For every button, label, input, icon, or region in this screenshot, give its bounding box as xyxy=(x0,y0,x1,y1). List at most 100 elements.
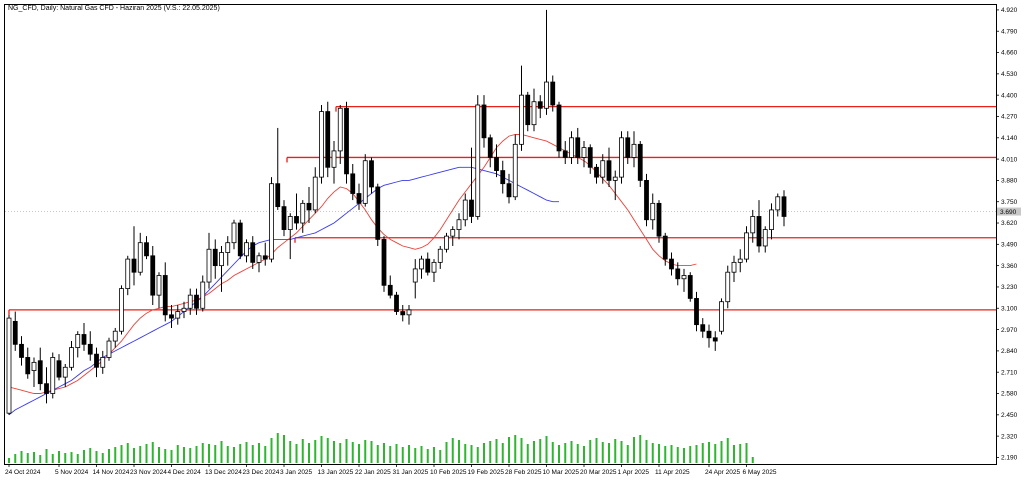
candle xyxy=(37,347,43,391)
volume-bar xyxy=(664,446,667,463)
volume-bar xyxy=(283,435,285,463)
candle xyxy=(437,245,443,269)
volume-bar xyxy=(358,444,360,463)
volume-bar xyxy=(639,435,642,463)
candle-body xyxy=(431,261,437,273)
candle-body xyxy=(587,147,593,168)
candle-body xyxy=(606,160,612,181)
candle-body xyxy=(50,357,56,394)
volume-bar xyxy=(370,441,373,463)
volume-bar xyxy=(214,445,217,463)
volume-bar xyxy=(120,445,123,463)
volume-bar xyxy=(714,444,717,463)
candle-body xyxy=(719,301,724,332)
candle xyxy=(369,157,374,194)
volume-bar xyxy=(51,454,54,463)
candle xyxy=(287,213,293,260)
candle-body xyxy=(744,232,749,260)
candle-body xyxy=(769,209,774,230)
y-tick-label: 2.190 xyxy=(1001,455,1018,462)
candle-body xyxy=(562,150,568,158)
candle xyxy=(250,236,256,269)
candle-body xyxy=(244,242,249,257)
candle-body xyxy=(6,317,12,414)
candle xyxy=(294,193,299,230)
x-tick-label: 24 Oct 2024 xyxy=(5,469,41,476)
y-tick-label: 3.100 xyxy=(1001,305,1018,312)
candle xyxy=(237,219,243,260)
candle xyxy=(631,131,637,168)
candle-body xyxy=(169,314,174,319)
volume-bar xyxy=(420,446,423,463)
candle-body xyxy=(300,202,306,224)
volume-bar xyxy=(470,445,473,463)
candle xyxy=(25,347,31,379)
volume-bar xyxy=(495,439,498,463)
candle-body xyxy=(775,196,781,211)
candle xyxy=(275,127,281,210)
volume-bar xyxy=(670,445,673,463)
candle xyxy=(337,104,343,165)
candle-body xyxy=(687,275,693,299)
candle-body xyxy=(556,104,562,152)
candle-body xyxy=(781,196,787,217)
candle-body xyxy=(700,324,706,332)
candle xyxy=(669,252,674,276)
candle xyxy=(681,268,687,292)
candle-body xyxy=(494,157,499,171)
candle xyxy=(519,65,524,151)
candle xyxy=(600,154,606,184)
candle xyxy=(725,265,731,309)
candle-body xyxy=(531,101,537,126)
candle xyxy=(156,272,162,309)
candle xyxy=(169,304,174,328)
candle-body xyxy=(231,222,237,244)
candle xyxy=(306,186,312,224)
candle xyxy=(6,314,12,415)
volume-bar xyxy=(739,444,742,463)
x-tick-label: 22 Jan 2025 xyxy=(355,469,391,476)
candle-body xyxy=(425,258,431,273)
candle-body xyxy=(137,242,143,273)
volume-bar xyxy=(614,439,617,463)
volume-bar xyxy=(514,435,517,463)
candle-body xyxy=(625,137,631,158)
candle xyxy=(281,200,287,237)
candle xyxy=(325,101,331,178)
candle xyxy=(150,245,156,305)
volume-bar xyxy=(683,448,685,463)
plot-frame xyxy=(4,4,997,465)
volume-bar xyxy=(208,444,210,463)
volume-bar xyxy=(426,449,429,463)
volume-bar xyxy=(320,436,323,463)
candle-body xyxy=(187,294,193,309)
volume-bar xyxy=(564,443,567,463)
candle xyxy=(112,327,118,348)
candle xyxy=(362,154,368,207)
candle xyxy=(225,236,231,266)
candle xyxy=(206,232,212,289)
candle xyxy=(106,337,112,361)
volume-bar xyxy=(64,453,67,463)
y-tick-label: 3.620 xyxy=(1001,220,1018,227)
candle xyxy=(750,209,756,243)
candle xyxy=(650,193,656,230)
volume-bar xyxy=(395,444,398,463)
candle-body xyxy=(650,202,656,221)
volume-bar xyxy=(314,440,317,463)
candle-body xyxy=(69,347,74,368)
volume-bar xyxy=(476,447,479,463)
y-tick-label: 4.790 xyxy=(1001,28,1018,35)
candle xyxy=(56,354,62,381)
candle-body xyxy=(262,255,268,260)
candle xyxy=(575,127,581,165)
x-tick-label: 13 Jan 2025 xyxy=(318,469,354,476)
candle-body xyxy=(362,160,368,204)
candle xyxy=(675,262,681,286)
volume-bar xyxy=(676,447,679,463)
y-tick-label: 2.320 xyxy=(1001,433,1018,440)
candle xyxy=(512,134,518,201)
candle xyxy=(87,331,93,361)
volume-bar xyxy=(333,441,335,463)
